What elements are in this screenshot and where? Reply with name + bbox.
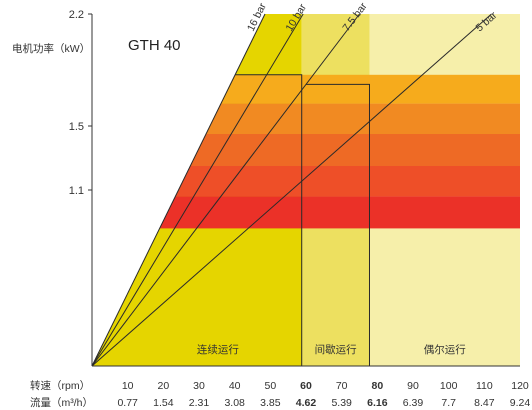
y-tick-label-0: 2.2	[69, 9, 84, 21]
axes	[88, 13, 520, 367]
x-tick-label-1-5: 4.62	[296, 397, 317, 409]
duty-zone-label-1: 连续运行	[197, 343, 239, 356]
x-tick-label-0-4: 50	[264, 380, 276, 392]
x-tick-label-0-8: 90	[407, 380, 419, 392]
x-tick-label-0-6: 70	[336, 380, 348, 392]
continuous-frame	[235, 74, 303, 366]
x-tick-label-0-3: 40	[229, 380, 241, 392]
x-tick-label-1-4: 3.85	[260, 397, 281, 409]
x-tick-label-1-11: 9.24	[510, 397, 531, 409]
intermittent-frame	[306, 83, 370, 366]
x-tick-label-0-7: 80	[371, 380, 383, 392]
x-tick-label-1-9: 7.7	[441, 397, 456, 409]
pressure-line-3	[91, 13, 360, 367]
x-tick-label-0-2: 30	[193, 380, 205, 392]
x-tick-label-0-1: 20	[157, 380, 169, 392]
x-tick-label-1-3: 3.08	[224, 397, 245, 409]
operating-frames	[235, 74, 370, 366]
x-tick-label-1-10: 8.47	[474, 397, 495, 409]
y-tick-label-1: 1.5	[69, 121, 84, 133]
x-tick-label-1-7: 6.16	[367, 397, 388, 409]
duty-zone-label-2: 间歇运行	[315, 343, 357, 356]
x-tick-label-1-6: 5.39	[331, 397, 352, 409]
x-tick-label-0-10: 110	[476, 380, 493, 392]
x-tick-label-0-5: 60	[300, 380, 312, 392]
x-tick-label-0-9: 100	[440, 380, 458, 392]
y-axis-title: 电机功率（kW）	[12, 42, 90, 55]
chart-title: GTH 40	[128, 37, 181, 54]
x-row-title-1: 流量（m³/h）	[30, 396, 93, 409]
pressure-line-2	[91, 13, 304, 367]
x-tick-label-1-1: 1.54	[153, 397, 174, 409]
pressure-lines	[91, 13, 492, 367]
pressure-line-4	[91, 13, 492, 367]
pressure-line-1	[91, 13, 266, 367]
x-tick-label-1-0: 0.77	[117, 397, 138, 409]
x-tick-label-1-2: 2.31	[189, 397, 210, 409]
duty-zone-label-3: 偶尔运行	[424, 343, 466, 356]
x-row-title-0: 转速（rpm）	[30, 379, 90, 392]
x-tick-label-0-11: 120	[511, 380, 529, 392]
x-tick-label-0-0: 10	[122, 380, 134, 392]
y-tick-label-2: 1.1	[69, 185, 84, 197]
x-tick-label-1-8: 6.39	[403, 397, 424, 409]
